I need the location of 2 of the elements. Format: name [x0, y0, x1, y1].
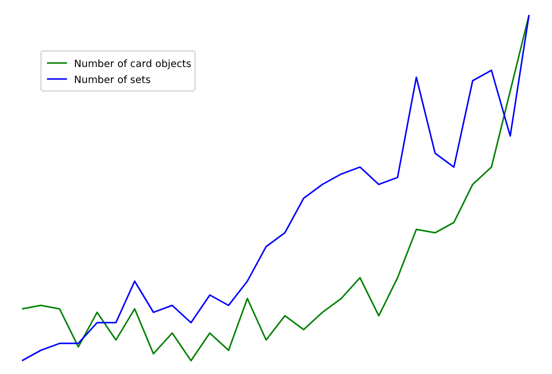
legend-label: Number of sets: [74, 75, 151, 86]
legend-label: Number of card objects: [74, 59, 192, 70]
